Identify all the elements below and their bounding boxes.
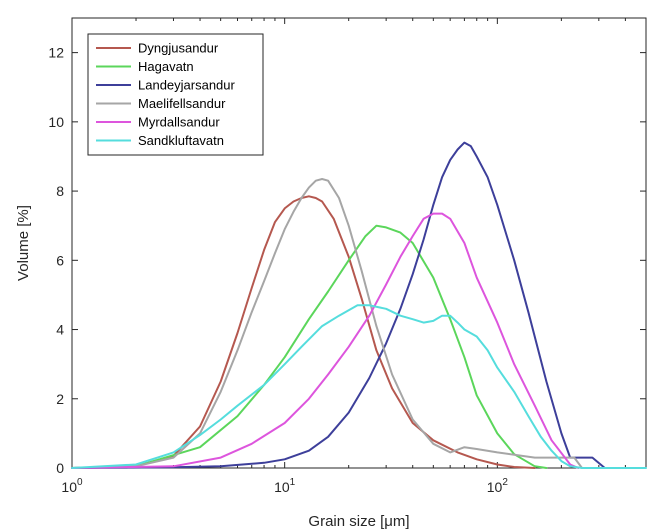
legend: Dyngjusandur Hagavatn Landeyjarsandur Maeli… xyxy=(87,33,264,156)
y-tick-label: 12 xyxy=(48,45,64,61)
legend-box xyxy=(87,33,264,156)
legend-label-sandkluftavatn: Sandkluftavatn xyxy=(138,133,224,148)
y-tick-label: 6 xyxy=(56,252,64,268)
y-tick-label: 10 xyxy=(48,114,64,130)
x-axis-title: Grain size [μm] xyxy=(308,513,409,530)
y-axis-ticks: 0 2 4 6 8 10 12 xyxy=(48,45,646,476)
series-layer xyxy=(71,141,647,469)
legend-label-myrdallsandur: Myrdallsandur xyxy=(138,115,220,130)
y-axis-title: Volume [%] xyxy=(15,205,32,281)
x-tick-label: 100 xyxy=(61,477,83,495)
series-line-myrdallsandur xyxy=(71,212,580,469)
x-tick-label: 101 xyxy=(274,477,296,495)
y-tick-label: 4 xyxy=(56,322,64,338)
x-tick-label: 102 xyxy=(487,477,509,495)
series-line-hagavatn xyxy=(71,224,548,469)
legend-label-dyngjusandur: Dyngjusandur xyxy=(138,41,219,56)
series-line-landeyjarsandur xyxy=(71,141,606,469)
series-line-sandkluftavatn xyxy=(71,304,647,469)
y-tick-label: 0 xyxy=(56,460,64,476)
series-line-dyngjusandur xyxy=(71,195,536,469)
y-tick-label: 2 xyxy=(56,391,64,407)
y-tick-label: 8 xyxy=(56,183,64,199)
legend-label-landeyjarsandur: Landeyjarsandur xyxy=(138,78,236,93)
legend-label-hagavatn: Hagavatn xyxy=(138,59,194,74)
legend-label-maelifellsandur: Maelifellsandur xyxy=(138,96,226,111)
series-line-maelifellsandur xyxy=(71,178,583,469)
x-axis-ticks: 100 101 102 xyxy=(61,18,647,495)
